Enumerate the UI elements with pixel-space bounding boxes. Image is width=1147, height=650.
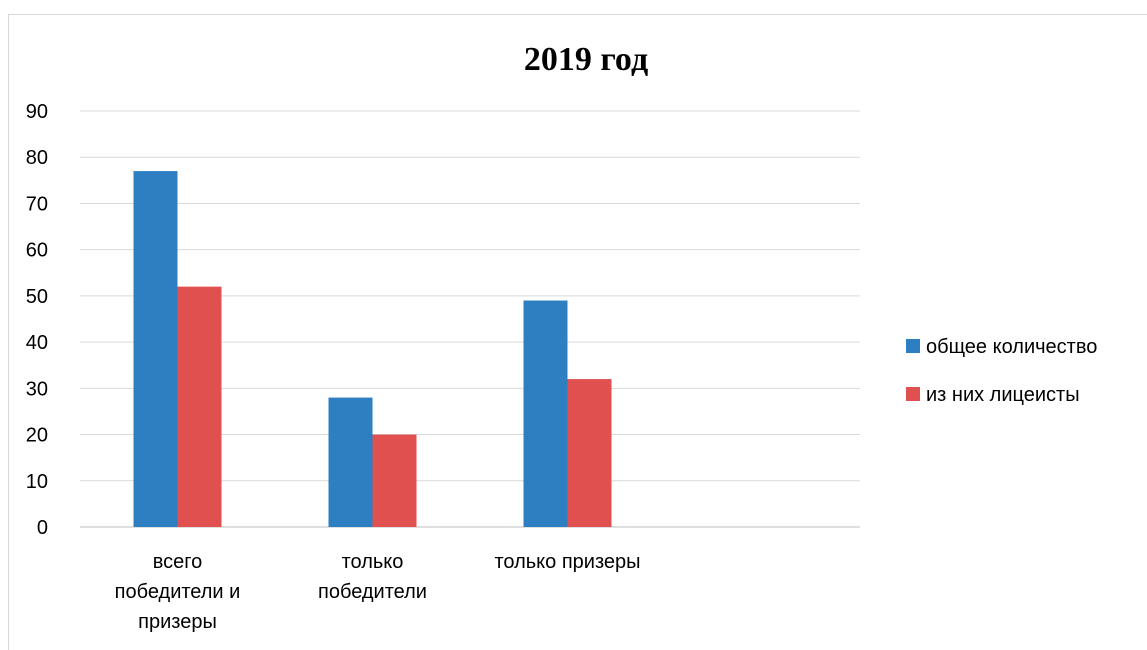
y-tick-label: 70 bbox=[26, 193, 48, 215]
category-label: победители и bbox=[115, 581, 241, 603]
y-tick-label: 10 bbox=[26, 471, 48, 493]
y-tick-label: 30 bbox=[26, 378, 48, 400]
bar-lyceum bbox=[567, 379, 612, 527]
legend-swatch bbox=[906, 387, 920, 401]
category-label: победители bbox=[318, 581, 427, 603]
y-tick-label: 60 bbox=[26, 240, 48, 262]
bar-total bbox=[328, 397, 373, 527]
gridlines bbox=[80, 110, 860, 528]
bar-total bbox=[523, 300, 568, 527]
legend-label: общее количество bbox=[926, 336, 1097, 358]
category-labels: всего победители и призеры только победители… bbox=[115, 551, 641, 633]
category-label: только bbox=[342, 551, 404, 573]
bars bbox=[133, 171, 612, 528]
category-label: только призеры bbox=[494, 551, 640, 573]
y-tick-label: 40 bbox=[26, 332, 48, 354]
y-tick-label: 80 bbox=[26, 147, 48, 169]
category-label: всего bbox=[153, 551, 203, 573]
y-tick-label: 0 bbox=[37, 517, 48, 539]
chart-title: 2019 год bbox=[524, 41, 648, 78]
category-label: призеры bbox=[138, 611, 217, 633]
legend-swatch bbox=[906, 339, 920, 353]
bar-lyceum bbox=[177, 286, 222, 527]
bar-total bbox=[133, 171, 178, 528]
y-axis-ticks: 0 10 20 30 40 50 60 70 80 90 bbox=[26, 101, 48, 539]
bar-lyceum bbox=[372, 434, 417, 527]
legend: общее количество из них лицеисты bbox=[906, 336, 1097, 406]
y-tick-label: 50 bbox=[26, 286, 48, 308]
y-tick-label: 90 bbox=[26, 101, 48, 123]
legend-label: из них лицеисты bbox=[926, 384, 1080, 406]
y-tick-label: 20 bbox=[26, 425, 48, 447]
